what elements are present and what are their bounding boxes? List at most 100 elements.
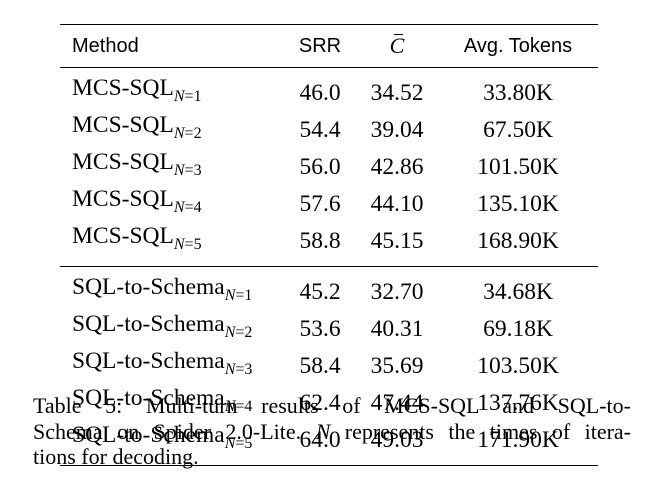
caption-line-2-start: Schema on Spider 2.0-Lite. <box>33 418 302 444</box>
table-row: SQL-to-SchemaN=2 53.6 40.31 69.18K <box>60 310 598 347</box>
subscript-var: N <box>224 398 236 415</box>
avg-tokens-cell: 103.50K <box>477 352 559 379</box>
method-name: MCS-SQL <box>72 149 174 175</box>
table-row: MCS-SQLN=3 56.0 42.86 101.50K <box>60 148 598 185</box>
subscript-var: N <box>173 162 185 179</box>
method-cell: MCS-SQLN=4 <box>60 185 284 222</box>
subscript-var: N <box>173 199 185 216</box>
table-row: MCS-SQLN=4 57.6 44.10 135.10K <box>60 185 598 222</box>
avg-tokens-cell: 137.76K <box>477 389 559 416</box>
subscript-value: =5 <box>184 236 202 253</box>
srr-cell: 57.6 <box>299 190 341 217</box>
srr-cell: 56.0 <box>299 153 341 180</box>
c-bar-cell: 45.15 <box>370 227 424 254</box>
avg-tokens-cell: 168.90K <box>477 227 559 254</box>
header-method: Method <box>72 34 139 57</box>
avg-tokens-cell: 69.18K <box>483 315 553 342</box>
subscript-var: N <box>224 324 236 341</box>
method-subscript: N=2 <box>174 125 202 142</box>
method-subscript: N=3 <box>174 162 202 179</box>
method-cell: MCS-SQLN=1 <box>60 68 284 112</box>
header-avg-tokens: Avg. Tokens <box>463 34 573 57</box>
subscript-var: N <box>224 287 236 304</box>
subscript-value: =4 <box>235 398 253 415</box>
method-name: SQL-to-Schema <box>72 311 225 337</box>
method-name: SQL-to-Schema <box>72 348 225 374</box>
table-body: MCS-SQLN=1 46.0 34.52 33.80K MCS-SQLN=2 54.4 3… <box>60 67 598 466</box>
method-subscript: N=1 <box>174 88 202 105</box>
method-cell: SQL-to-SchemaN=3 <box>60 347 284 384</box>
srr-cell: 45.2 <box>299 278 341 305</box>
table-row: SQL-to-SchemaN=5 64.0 49.03 171.90K <box>60 421 598 466</box>
c-bar-cell: 32.70 <box>370 278 424 305</box>
srr-cell: 53.6 <box>299 315 341 342</box>
subscript-value: =1 <box>184 88 202 105</box>
c-bar-cell: 49.03 <box>370 426 424 453</box>
subscript-value: =5 <box>235 435 253 452</box>
subscript-var: N <box>224 361 236 378</box>
method-subscript: N=4 <box>225 398 253 415</box>
caption-line-2: Schema on Spider 2.0-Lite. N represents … <box>33 419 631 445</box>
caption-var-n: N <box>315 418 331 444</box>
subscript-value: =2 <box>235 324 253 341</box>
srr-cell: 58.4 <box>299 352 341 379</box>
avg-tokens-cell: 171.90K <box>477 426 559 453</box>
header-c-bar: C <box>356 25 438 68</box>
subscript-value: =3 <box>184 162 202 179</box>
method-subscript: N=2 <box>225 324 253 341</box>
method-cell: SQL-to-SchemaN=4 <box>60 384 284 421</box>
header-srr: SRR <box>298 34 342 57</box>
srr-cell: 64.0 <box>299 426 341 453</box>
srr-cell: 54.4 <box>299 116 341 143</box>
method-subscript: N=3 <box>225 361 253 378</box>
method-subscript: N=5 <box>174 236 202 253</box>
table-row: SQL-to-SchemaN=4 62.4 47.44 137.76K <box>60 384 598 421</box>
table-row: SQL-to-SchemaN=1 45.2 32.70 34.68K <box>60 266 598 311</box>
caption-line-1: Table 5: Multi-turn results of MCS-SQL a… <box>33 393 631 418</box>
c-bar-cell: 40.31 <box>370 315 424 342</box>
subscript-value: =2 <box>184 125 202 142</box>
c-bar-cell: 44.10 <box>370 190 424 217</box>
c-bar-cell: 35.69 <box>370 352 424 379</box>
results-table-container: Method SRR C Avg. Tokens MCS-SQLN=1 46.0 3… <box>60 24 598 466</box>
method-name: SQL-to-Schema <box>72 385 225 411</box>
method-name: SQL-to-Schema <box>72 274 225 300</box>
method-subscript: N=5 <box>225 435 253 452</box>
table-caption: Table 5: Multi-turn results of MCS-SQL a… <box>33 393 631 470</box>
caption-line-3: tions for decoding. <box>33 444 199 469</box>
subscript-var: N <box>173 125 185 142</box>
subscript-var: N <box>173 236 185 253</box>
avg-tokens-cell: 34.68K <box>483 278 553 305</box>
method-cell: MCS-SQLN=3 <box>60 148 284 185</box>
results-table: Method SRR C Avg. Tokens MCS-SQLN=1 46.0 3… <box>60 24 598 466</box>
table-row: MCS-SQLN=2 54.4 39.04 67.50K <box>60 111 598 148</box>
c-bar-symbol: C <box>389 33 405 58</box>
subscript-value: =4 <box>184 199 202 216</box>
c-bar-cell: 42.86 <box>370 153 424 180</box>
method-name: SQL-to-Schema <box>72 422 225 448</box>
caption-line-2-end: represents the times of itera- <box>344 418 631 444</box>
avg-tokens-cell: 101.50K <box>477 153 559 180</box>
method-subscript: N=4 <box>174 199 202 216</box>
srr-cell: 58.8 <box>299 227 341 254</box>
table-header-row: Method SRR C Avg. Tokens <box>60 24 598 68</box>
table-row: MCS-SQLN=1 46.0 34.52 33.80K <box>60 67 598 112</box>
table-row: SQL-to-SchemaN=3 58.4 35.69 103.50K <box>60 347 598 384</box>
table-row: MCS-SQLN=5 58.8 45.15 168.90K <box>60 222 598 267</box>
method-subscript: N=1 <box>225 287 253 304</box>
subscript-var: N <box>224 435 236 452</box>
srr-cell: 62.4 <box>299 389 341 416</box>
c-bar-cell: 39.04 <box>370 116 424 143</box>
srr-cell: 46.0 <box>299 79 341 106</box>
avg-tokens-cell: 67.50K <box>483 116 553 143</box>
c-bar-cell: 34.52 <box>370 79 424 106</box>
method-cell: SQL-to-SchemaN=5 <box>60 421 284 466</box>
avg-tokens-cell: 135.10K <box>477 190 559 217</box>
method-name: MCS-SQL <box>72 223 174 249</box>
avg-tokens-cell: 33.80K <box>483 79 553 106</box>
subscript-var: N <box>173 88 185 105</box>
c-bar-cell: 47.44 <box>370 389 424 416</box>
subscript-value: =1 <box>235 287 253 304</box>
subscript-value: =3 <box>235 361 253 378</box>
method-cell: SQL-to-SchemaN=2 <box>60 310 284 347</box>
